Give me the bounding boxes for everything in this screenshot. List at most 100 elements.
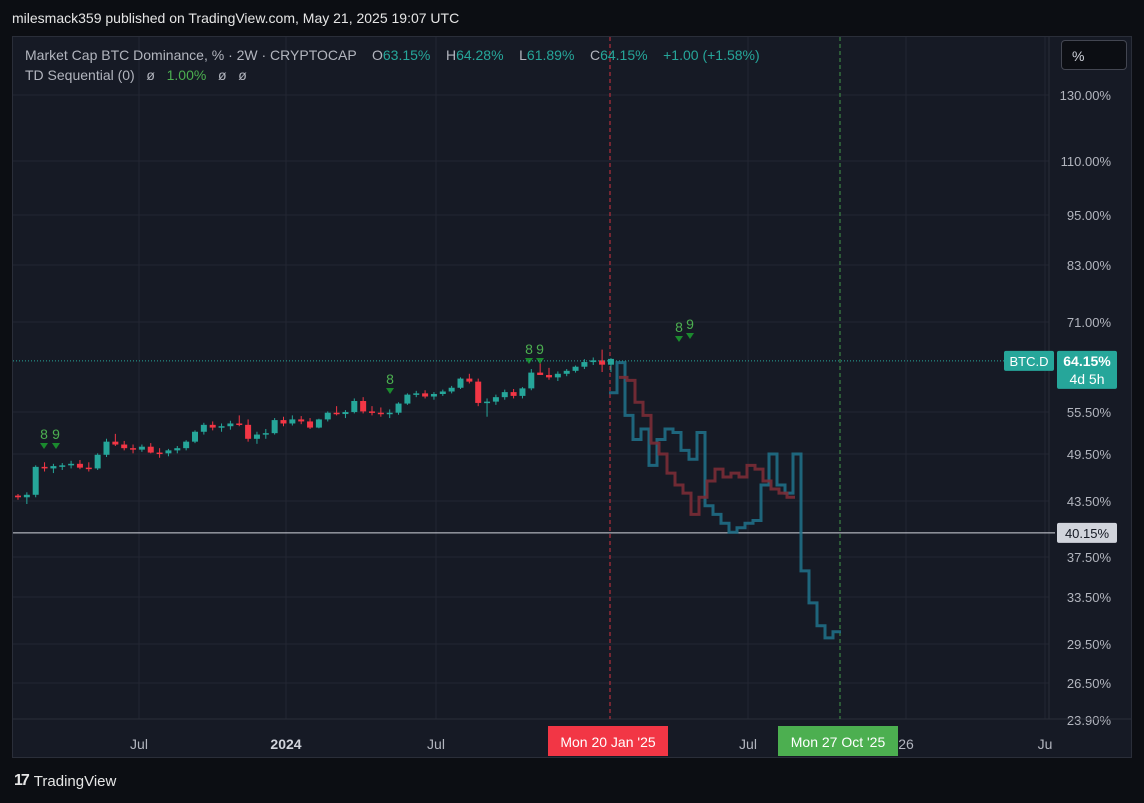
candle-body xyxy=(369,411,375,413)
td-sequential-count-label: 9 xyxy=(686,316,694,332)
td-sequential-down-arrow xyxy=(386,388,394,394)
horizontal-line-label: 40.15% xyxy=(1065,526,1110,541)
high-value: 64.28% xyxy=(456,47,504,63)
candle-body xyxy=(422,393,429,397)
vertical-marker-label: Mon 27 Oct '25 xyxy=(791,734,886,750)
candle-body xyxy=(85,467,92,470)
candle-body xyxy=(351,400,358,413)
x-axis-tick-label: Jul xyxy=(130,736,148,752)
horizontal-line-badge xyxy=(1057,522,1117,543)
ghost-projection-series xyxy=(609,361,841,640)
candle-body xyxy=(413,393,420,395)
td-sequential-down-arrow xyxy=(52,443,60,449)
candle-body xyxy=(218,426,225,428)
low-value: 61.89% xyxy=(526,47,575,63)
candle-body xyxy=(103,441,110,455)
x-axis-tick-label: 26 xyxy=(898,736,914,752)
candle-body xyxy=(395,403,402,413)
td-sequential-down-arrow xyxy=(686,333,694,339)
candle-body xyxy=(289,419,296,424)
candle-body xyxy=(315,419,322,428)
y-axis-tick-label: 95.00% xyxy=(1067,208,1112,223)
candle-body xyxy=(484,401,491,404)
candle-body xyxy=(183,441,190,449)
candle-body xyxy=(475,381,482,403)
candle-body xyxy=(68,463,75,466)
chart-legend: Market Cap BTC Dominance, % · 2W · CRYPT… xyxy=(25,45,760,85)
td-sequential-count-label: 8 xyxy=(525,341,533,357)
candle-body xyxy=(59,465,66,467)
x-axis-tick-label: Jul xyxy=(739,736,757,752)
candle-body xyxy=(377,412,384,415)
x-axis-tick-label: 2024 xyxy=(270,736,301,752)
percent-scale-button[interactable]: % xyxy=(1061,40,1127,70)
candle-body xyxy=(50,466,57,469)
candle-body xyxy=(466,378,473,382)
candle-body xyxy=(23,494,30,498)
symbol-badge xyxy=(1004,350,1054,371)
candle-body xyxy=(430,393,437,397)
last-price-value: 64.15% xyxy=(1063,353,1111,369)
symbol-title[interactable]: Market Cap BTC Dominance, % · 2W · CRYPT… xyxy=(25,47,357,63)
chart-frame[interactable]: 130.00% 110.00% 95.00% 83.00% 71.00% 55.50% 49… xyxy=(12,36,1132,758)
td-sequential-down-arrow xyxy=(40,443,48,449)
indicator-value-3: ø xyxy=(218,67,227,83)
indicator-legend-row: TD Sequential (0) ø 1.00% ø ø xyxy=(25,65,760,85)
candle-body xyxy=(360,400,367,412)
bar-countdown-label: 4d 5h xyxy=(1069,371,1104,387)
candle-body xyxy=(607,358,614,365)
candle-body xyxy=(386,412,393,415)
published-by-text: milesmack359 published on TradingView.co… xyxy=(12,10,460,26)
indicator-title[interactable]: TD Sequential (0) xyxy=(25,67,135,83)
tradingview-brand-text: TradingView xyxy=(33,772,117,790)
candle-body xyxy=(94,454,101,469)
candle-body xyxy=(448,387,455,392)
vertical-marker-badge xyxy=(548,726,668,756)
candle-body xyxy=(262,433,269,435)
y-axis-tick-label: 83.00% xyxy=(1067,258,1112,273)
candle-body xyxy=(492,397,499,402)
open-label: O xyxy=(372,47,383,63)
publication-header: milesmack359 published on TradingView.co… xyxy=(0,0,1144,36)
y-axis-tick-label: 43.50% xyxy=(1067,494,1112,509)
candle-body xyxy=(192,431,198,442)
td-sequential-down-arrow xyxy=(675,336,683,342)
candle-body xyxy=(253,434,260,439)
candle-body xyxy=(236,423,243,425)
candle-body xyxy=(599,360,606,365)
candle-body xyxy=(572,366,579,371)
x-axis-tick-label: Ju xyxy=(1038,736,1053,752)
y-axis-tick-label: 130.00% xyxy=(1060,88,1112,103)
vertical-marker-label: Mon 20 Jan '25 xyxy=(560,734,656,750)
y-axis-tick-label: 49.50% xyxy=(1067,447,1112,462)
ghost-projection-series xyxy=(619,375,795,516)
candle-body xyxy=(457,378,464,388)
candle-body xyxy=(324,412,331,420)
indicator-value-1: ø xyxy=(146,67,155,83)
candle-body xyxy=(501,392,508,398)
high-label: H xyxy=(445,47,457,63)
candle-body xyxy=(342,412,349,415)
candle-body xyxy=(581,362,588,367)
y-axis-tick-label: 26.50% xyxy=(1067,676,1112,691)
tradingview-logo[interactable]: 17 TradingView xyxy=(14,772,116,790)
candle-body xyxy=(138,446,145,450)
low-label: L xyxy=(519,47,527,63)
open-value: 63.15% xyxy=(382,47,431,63)
candle-body xyxy=(156,452,163,455)
candle-body xyxy=(563,370,570,374)
candle-body xyxy=(280,420,287,424)
tradingview-logo-icon: 17 xyxy=(14,772,30,789)
y-axis-tick-label: 55.50% xyxy=(1067,405,1112,420)
y-axis-tick-label: 37.50% xyxy=(1067,550,1112,565)
candle-body xyxy=(112,441,119,445)
candle-body xyxy=(590,360,597,363)
td-sequential-count-label: 8 xyxy=(675,319,683,335)
close-label: C xyxy=(589,47,601,63)
candlestick-chart[interactable]: 130.00% 110.00% 95.00% 83.00% 71.00% 55.50% 49… xyxy=(13,37,1132,758)
candle-body xyxy=(41,466,48,469)
td-sequential-down-arrow xyxy=(536,358,544,364)
symbol-legend-row: Market Cap BTC Dominance, % · 2W · CRYPT… xyxy=(25,45,760,65)
candle-body xyxy=(165,450,172,454)
candle-body xyxy=(307,421,314,428)
